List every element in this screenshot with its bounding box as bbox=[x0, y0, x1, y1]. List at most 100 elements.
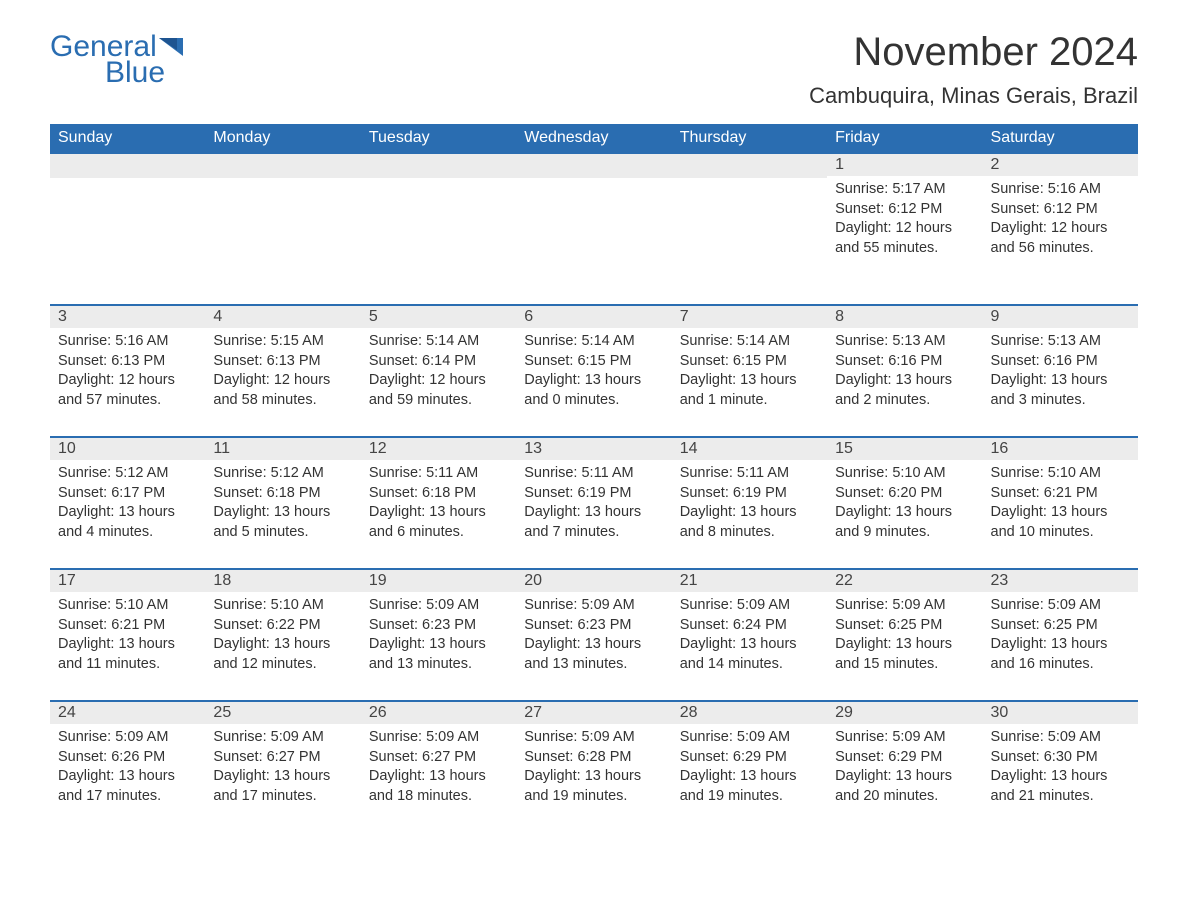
sunset-text: Sunset: 6:25 PM bbox=[835, 616, 974, 636]
day-header: Monday bbox=[205, 124, 360, 153]
day-cell: 10Sunrise: 5:12 AMSunset: 6:17 PMDayligh… bbox=[50, 437, 205, 569]
sunrise-text: Sunrise: 5:09 AM bbox=[991, 596, 1130, 616]
day-content: Sunrise: 5:09 AMSunset: 6:23 PMDaylight:… bbox=[516, 592, 671, 678]
sunset-text: Sunset: 6:29 PM bbox=[680, 748, 819, 768]
day-content: Sunrise: 5:10 AMSunset: 6:21 PMDaylight:… bbox=[983, 460, 1138, 546]
sunset-text: Sunset: 6:20 PM bbox=[835, 484, 974, 504]
daylight-text: Daylight: 13 hours and 7 minutes. bbox=[524, 503, 663, 542]
day-cell: 2Sunrise: 5:16 AMSunset: 6:12 PMDaylight… bbox=[983, 153, 1138, 305]
daylight-text: Daylight: 13 hours and 5 minutes. bbox=[213, 503, 352, 542]
sunset-text: Sunset: 6:25 PM bbox=[991, 616, 1130, 636]
sunrise-text: Sunrise: 5:09 AM bbox=[991, 728, 1130, 748]
day-content: Sunrise: 5:12 AMSunset: 6:18 PMDaylight:… bbox=[205, 460, 360, 546]
day-number: 17 bbox=[50, 570, 205, 592]
day-content: Sunrise: 5:09 AMSunset: 6:30 PMDaylight:… bbox=[983, 724, 1138, 810]
day-content: Sunrise: 5:13 AMSunset: 6:16 PMDaylight:… bbox=[983, 328, 1138, 414]
sunset-text: Sunset: 6:19 PM bbox=[680, 484, 819, 504]
day-content: Sunrise: 5:10 AMSunset: 6:20 PMDaylight:… bbox=[827, 460, 982, 546]
week-row: 1Sunrise: 5:17 AMSunset: 6:12 PMDaylight… bbox=[50, 153, 1138, 305]
daylight-text: Daylight: 12 hours and 56 minutes. bbox=[991, 219, 1130, 258]
day-header: Thursday bbox=[672, 124, 827, 153]
daylight-text: Daylight: 13 hours and 16 minutes. bbox=[991, 635, 1130, 674]
day-number: 11 bbox=[205, 438, 360, 460]
day-content: Sunrise: 5:09 AMSunset: 6:23 PMDaylight:… bbox=[361, 592, 516, 678]
sunrise-text: Sunrise: 5:09 AM bbox=[524, 596, 663, 616]
day-cell: 11Sunrise: 5:12 AMSunset: 6:18 PMDayligh… bbox=[205, 437, 360, 569]
week-row: 3Sunrise: 5:16 AMSunset: 6:13 PMDaylight… bbox=[50, 305, 1138, 437]
sunrise-text: Sunrise: 5:13 AM bbox=[835, 332, 974, 352]
calendar-body: 1Sunrise: 5:17 AMSunset: 6:12 PMDaylight… bbox=[50, 153, 1138, 833]
day-number: 26 bbox=[361, 702, 516, 724]
day-cell bbox=[672, 153, 827, 305]
daylight-text: Daylight: 13 hours and 18 minutes. bbox=[369, 767, 508, 806]
sunset-text: Sunset: 6:27 PM bbox=[213, 748, 352, 768]
sunset-text: Sunset: 6:14 PM bbox=[369, 352, 508, 372]
daylight-text: Daylight: 13 hours and 9 minutes. bbox=[835, 503, 974, 542]
day-number: 21 bbox=[672, 570, 827, 592]
day-cell: 5Sunrise: 5:14 AMSunset: 6:14 PMDaylight… bbox=[361, 305, 516, 437]
day-content: Sunrise: 5:09 AMSunset: 6:28 PMDaylight:… bbox=[516, 724, 671, 810]
sunset-text: Sunset: 6:16 PM bbox=[835, 352, 974, 372]
day-number: 12 bbox=[361, 438, 516, 460]
sunrise-text: Sunrise: 5:14 AM bbox=[524, 332, 663, 352]
day-number: 28 bbox=[672, 702, 827, 724]
day-cell: 14Sunrise: 5:11 AMSunset: 6:19 PMDayligh… bbox=[672, 437, 827, 569]
sunset-text: Sunset: 6:28 PM bbox=[524, 748, 663, 768]
sunrise-text: Sunrise: 5:17 AM bbox=[835, 180, 974, 200]
sunrise-text: Sunrise: 5:09 AM bbox=[680, 728, 819, 748]
day-header: Tuesday bbox=[361, 124, 516, 153]
daylight-text: Daylight: 13 hours and 13 minutes. bbox=[524, 635, 663, 674]
sunset-text: Sunset: 6:22 PM bbox=[213, 616, 352, 636]
day-cell: 6Sunrise: 5:14 AMSunset: 6:15 PMDaylight… bbox=[516, 305, 671, 437]
day-cell: 13Sunrise: 5:11 AMSunset: 6:19 PMDayligh… bbox=[516, 437, 671, 569]
day-content: Sunrise: 5:11 AMSunset: 6:19 PMDaylight:… bbox=[516, 460, 671, 546]
daylight-text: Daylight: 13 hours and 19 minutes. bbox=[524, 767, 663, 806]
sunrise-text: Sunrise: 5:09 AM bbox=[58, 728, 197, 748]
week-row: 24Sunrise: 5:09 AMSunset: 6:26 PMDayligh… bbox=[50, 701, 1138, 833]
sunrise-text: Sunrise: 5:12 AM bbox=[58, 464, 197, 484]
day-content: Sunrise: 5:17 AMSunset: 6:12 PMDaylight:… bbox=[827, 176, 982, 262]
sunrise-text: Sunrise: 5:09 AM bbox=[835, 728, 974, 748]
day-number: 20 bbox=[516, 570, 671, 592]
day-number: 24 bbox=[50, 702, 205, 724]
day-content: Sunrise: 5:11 AMSunset: 6:19 PMDaylight:… bbox=[672, 460, 827, 546]
sunrise-text: Sunrise: 5:09 AM bbox=[369, 596, 508, 616]
day-cell: 25Sunrise: 5:09 AMSunset: 6:27 PMDayligh… bbox=[205, 701, 360, 833]
daylight-text: Daylight: 12 hours and 58 minutes. bbox=[213, 371, 352, 410]
sunset-text: Sunset: 6:12 PM bbox=[991, 200, 1130, 220]
day-number: 5 bbox=[361, 306, 516, 328]
daylight-text: Daylight: 13 hours and 6 minutes. bbox=[369, 503, 508, 542]
sunrise-text: Sunrise: 5:10 AM bbox=[835, 464, 974, 484]
sunrise-text: Sunrise: 5:09 AM bbox=[213, 728, 352, 748]
day-content: Sunrise: 5:09 AMSunset: 6:25 PMDaylight:… bbox=[827, 592, 982, 678]
daylight-text: Daylight: 13 hours and 21 minutes. bbox=[991, 767, 1130, 806]
location-subtitle: Cambuquira, Minas Gerais, Brazil bbox=[809, 83, 1138, 109]
sunset-text: Sunset: 6:18 PM bbox=[213, 484, 352, 504]
empty-day-bar bbox=[361, 154, 516, 178]
calendar-table: Sunday Monday Tuesday Wednesday Thursday… bbox=[50, 124, 1138, 833]
sunset-text: Sunset: 6:19 PM bbox=[524, 484, 663, 504]
sunrise-text: Sunrise: 5:12 AM bbox=[213, 464, 352, 484]
sunset-text: Sunset: 6:16 PM bbox=[991, 352, 1130, 372]
logo-blue-text: Blue bbox=[105, 56, 165, 90]
day-header: Saturday bbox=[983, 124, 1138, 153]
day-cell: 20Sunrise: 5:09 AMSunset: 6:23 PMDayligh… bbox=[516, 569, 671, 701]
day-content: Sunrise: 5:09 AMSunset: 6:29 PMDaylight:… bbox=[672, 724, 827, 810]
day-number: 16 bbox=[983, 438, 1138, 460]
empty-day-bar bbox=[205, 154, 360, 178]
day-number: 9 bbox=[983, 306, 1138, 328]
logo: General Blue bbox=[50, 30, 183, 90]
daylight-text: Daylight: 12 hours and 55 minutes. bbox=[835, 219, 974, 258]
day-cell bbox=[205, 153, 360, 305]
sunrise-text: Sunrise: 5:10 AM bbox=[58, 596, 197, 616]
sunset-text: Sunset: 6:24 PM bbox=[680, 616, 819, 636]
day-content: Sunrise: 5:12 AMSunset: 6:17 PMDaylight:… bbox=[50, 460, 205, 546]
title-block: November 2024 Cambuquira, Minas Gerais, … bbox=[809, 30, 1138, 109]
day-number: 13 bbox=[516, 438, 671, 460]
page-header: General Blue November 2024 Cambuquira, M… bbox=[50, 30, 1138, 109]
day-cell bbox=[361, 153, 516, 305]
day-number: 10 bbox=[50, 438, 205, 460]
daylight-text: Daylight: 13 hours and 1 minute. bbox=[680, 371, 819, 410]
sunrise-text: Sunrise: 5:14 AM bbox=[369, 332, 508, 352]
day-number: 15 bbox=[827, 438, 982, 460]
